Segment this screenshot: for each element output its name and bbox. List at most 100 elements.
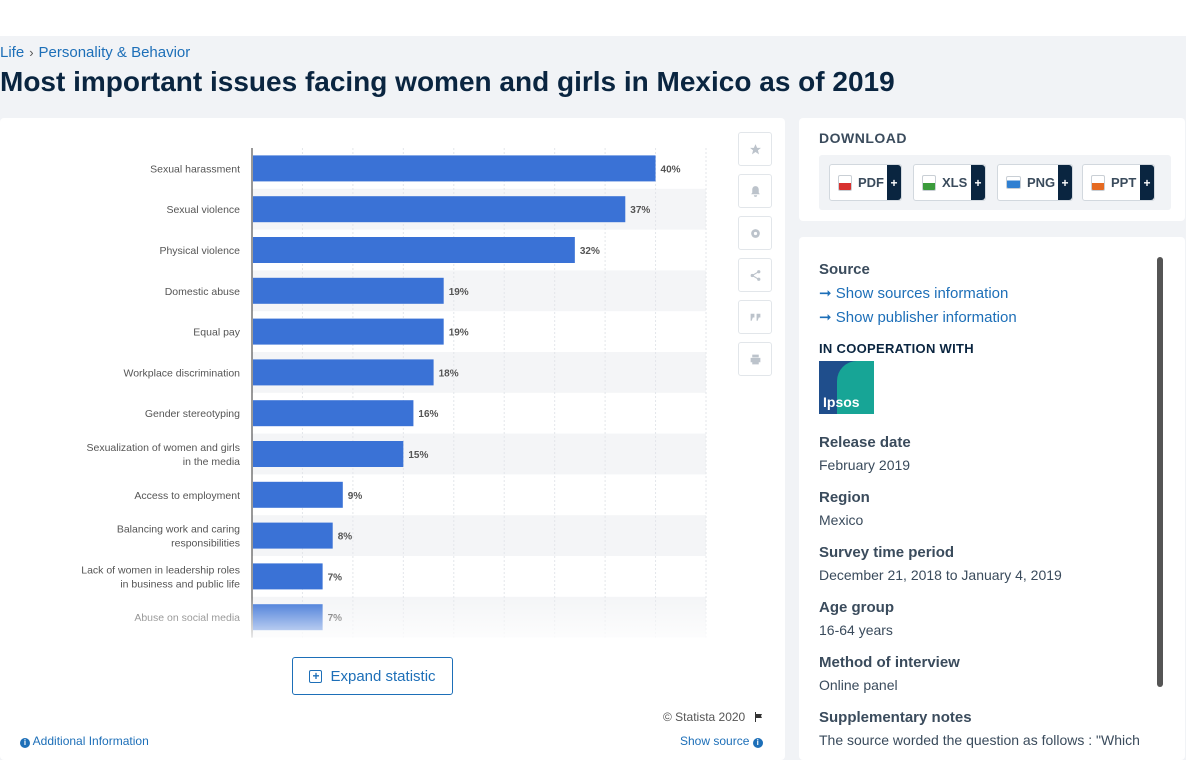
scrollbar[interactable] [1157,257,1163,687]
download-xls-label: XLS [942,175,968,190]
logo-text: Ipsos [823,394,860,410]
value-label: 19% [449,287,469,298]
bar [253,359,434,386]
method-value: Online panel [819,677,898,693]
xls-file-icon [922,174,936,191]
info-icon: i [20,738,30,748]
value-label: 16% [418,409,438,420]
bar [253,400,414,427]
bar [253,196,626,223]
star-icon [749,143,761,154]
show-sources-label: Show sources information [835,285,1009,302]
value-label: 9% [348,491,363,502]
arrow-right-icon: ➞ [819,285,832,302]
breadcrumb-personality-behavior[interactable]: Personality & Behavior [38,44,191,61]
source-title: Source [819,261,870,278]
category-label: Sexual violence [166,204,240,216]
category-label: Domestic abuse [165,286,240,298]
ppt-file-icon [1091,174,1105,191]
download-xls-button[interactable]: XLS + [913,164,986,201]
png-file-icon [1006,176,1021,189]
info-icon: i [752,738,763,748]
age-group-value: 16-64 years [819,622,893,638]
share-button[interactable] [738,258,772,292]
bar [253,481,343,508]
page-title: Most important issues facing women and g… [0,66,895,97]
gear-icon [750,228,760,238]
fade-overlay [0,596,730,638]
ipsos-logo: Ipsos [819,361,874,414]
value-label: 32% [580,246,600,257]
category-label: Balancing work and caring [117,524,240,536]
category-label: in the media [183,456,240,468]
breadcrumb: Life › Personality & Behavior [0,44,190,61]
download-buttons: PDF + XLS + PNG + PPT + [819,155,1171,210]
expand-icon: + [309,669,323,683]
category-label: responsibilities [171,538,240,550]
value-label: 19% [449,328,469,339]
print-icon [750,354,760,364]
download-ppt-label: PPT [1111,175,1137,190]
print-button[interactable] [738,342,772,376]
pdf-file-icon [838,174,852,191]
show-publisher-link[interactable]: ➞ Show publisher information [819,308,1017,326]
download-ppt-button[interactable]: PPT + [1082,164,1155,201]
category-label: Sexualization of women and girls [86,442,240,454]
category-label: Gender stereotyping [145,408,240,420]
chart-card: 40% Sexual harassment 37% Sexual violence 32… [0,118,785,760]
show-sources-link[interactable]: ➞ Show sources information [819,284,1008,302]
source-panel: Source ➞ Show sources information ➞ Show… [799,237,1185,760]
region-value: Mexico [819,512,864,528]
top-bar [0,0,1186,36]
bar [253,277,444,304]
flag-icon[interactable] [753,711,765,723]
logo-shape [837,361,874,414]
plus-icon: + [1058,165,1072,200]
breadcrumb-life[interactable]: Life [0,44,25,61]
copyright-text: © Statista 2020 [663,710,746,724]
category-label: Physical violence [159,245,240,257]
category-label: Sexual harassment [150,163,240,175]
bar [253,563,323,590]
copyright: © Statista 2020 [663,710,765,724]
plus-icon: + [1140,165,1154,200]
category-label: Equal pay [193,327,240,339]
plus-icon: + [887,165,901,200]
show-publisher-label: Show publisher information [835,309,1017,326]
cite-button[interactable] [738,300,772,334]
notification-button[interactable] [738,174,772,208]
cooperation-title: IN COOPERATION WITH [819,341,974,356]
download-pdf-button[interactable]: PDF + [829,164,902,201]
download-pdf-label: PDF [858,175,884,190]
value-label: 37% [630,205,650,216]
expand-label: Expand statistic [330,667,436,685]
download-card: DOWNLOAD PDF + XLS + PNG + PPT + [799,118,1185,221]
expand-statistic-button[interactable]: + Expand statistic [292,657,453,695]
chart-toolbar [738,132,772,384]
settings-button[interactable] [738,216,772,250]
bar [253,318,444,345]
category-label: Access to employment [134,490,240,502]
release-date-title: Release date [819,434,911,451]
category-label: Lack of women in leadership roles [81,564,240,576]
category-label: in business and public life [120,578,240,590]
bar [253,441,404,467]
bar [253,522,333,549]
bar [253,237,575,263]
value-label: 40% [661,164,681,175]
show-source-link[interactable]: Show source i [680,734,763,748]
value-label: 18% [439,368,459,379]
favorite-button[interactable] [738,132,772,166]
breadcrumb-separator: › [29,45,34,60]
plus-icon: + [971,165,985,200]
additional-information-link[interactable]: i Additional Information [20,734,149,748]
value-label: 8% [338,532,353,543]
survey-period-title: Survey time period [819,544,955,561]
share-icon [750,269,760,281]
bar-chart: 40% Sexual harassment 37% Sexual violence 32… [0,148,730,638]
notes-value: The source worded the question as follow… [819,732,1140,748]
download-png-button[interactable]: PNG + [997,164,1073,201]
notes-title: Supplementary notes [819,709,972,726]
show-source-label: Show source [680,734,750,748]
bell-icon [750,185,760,197]
